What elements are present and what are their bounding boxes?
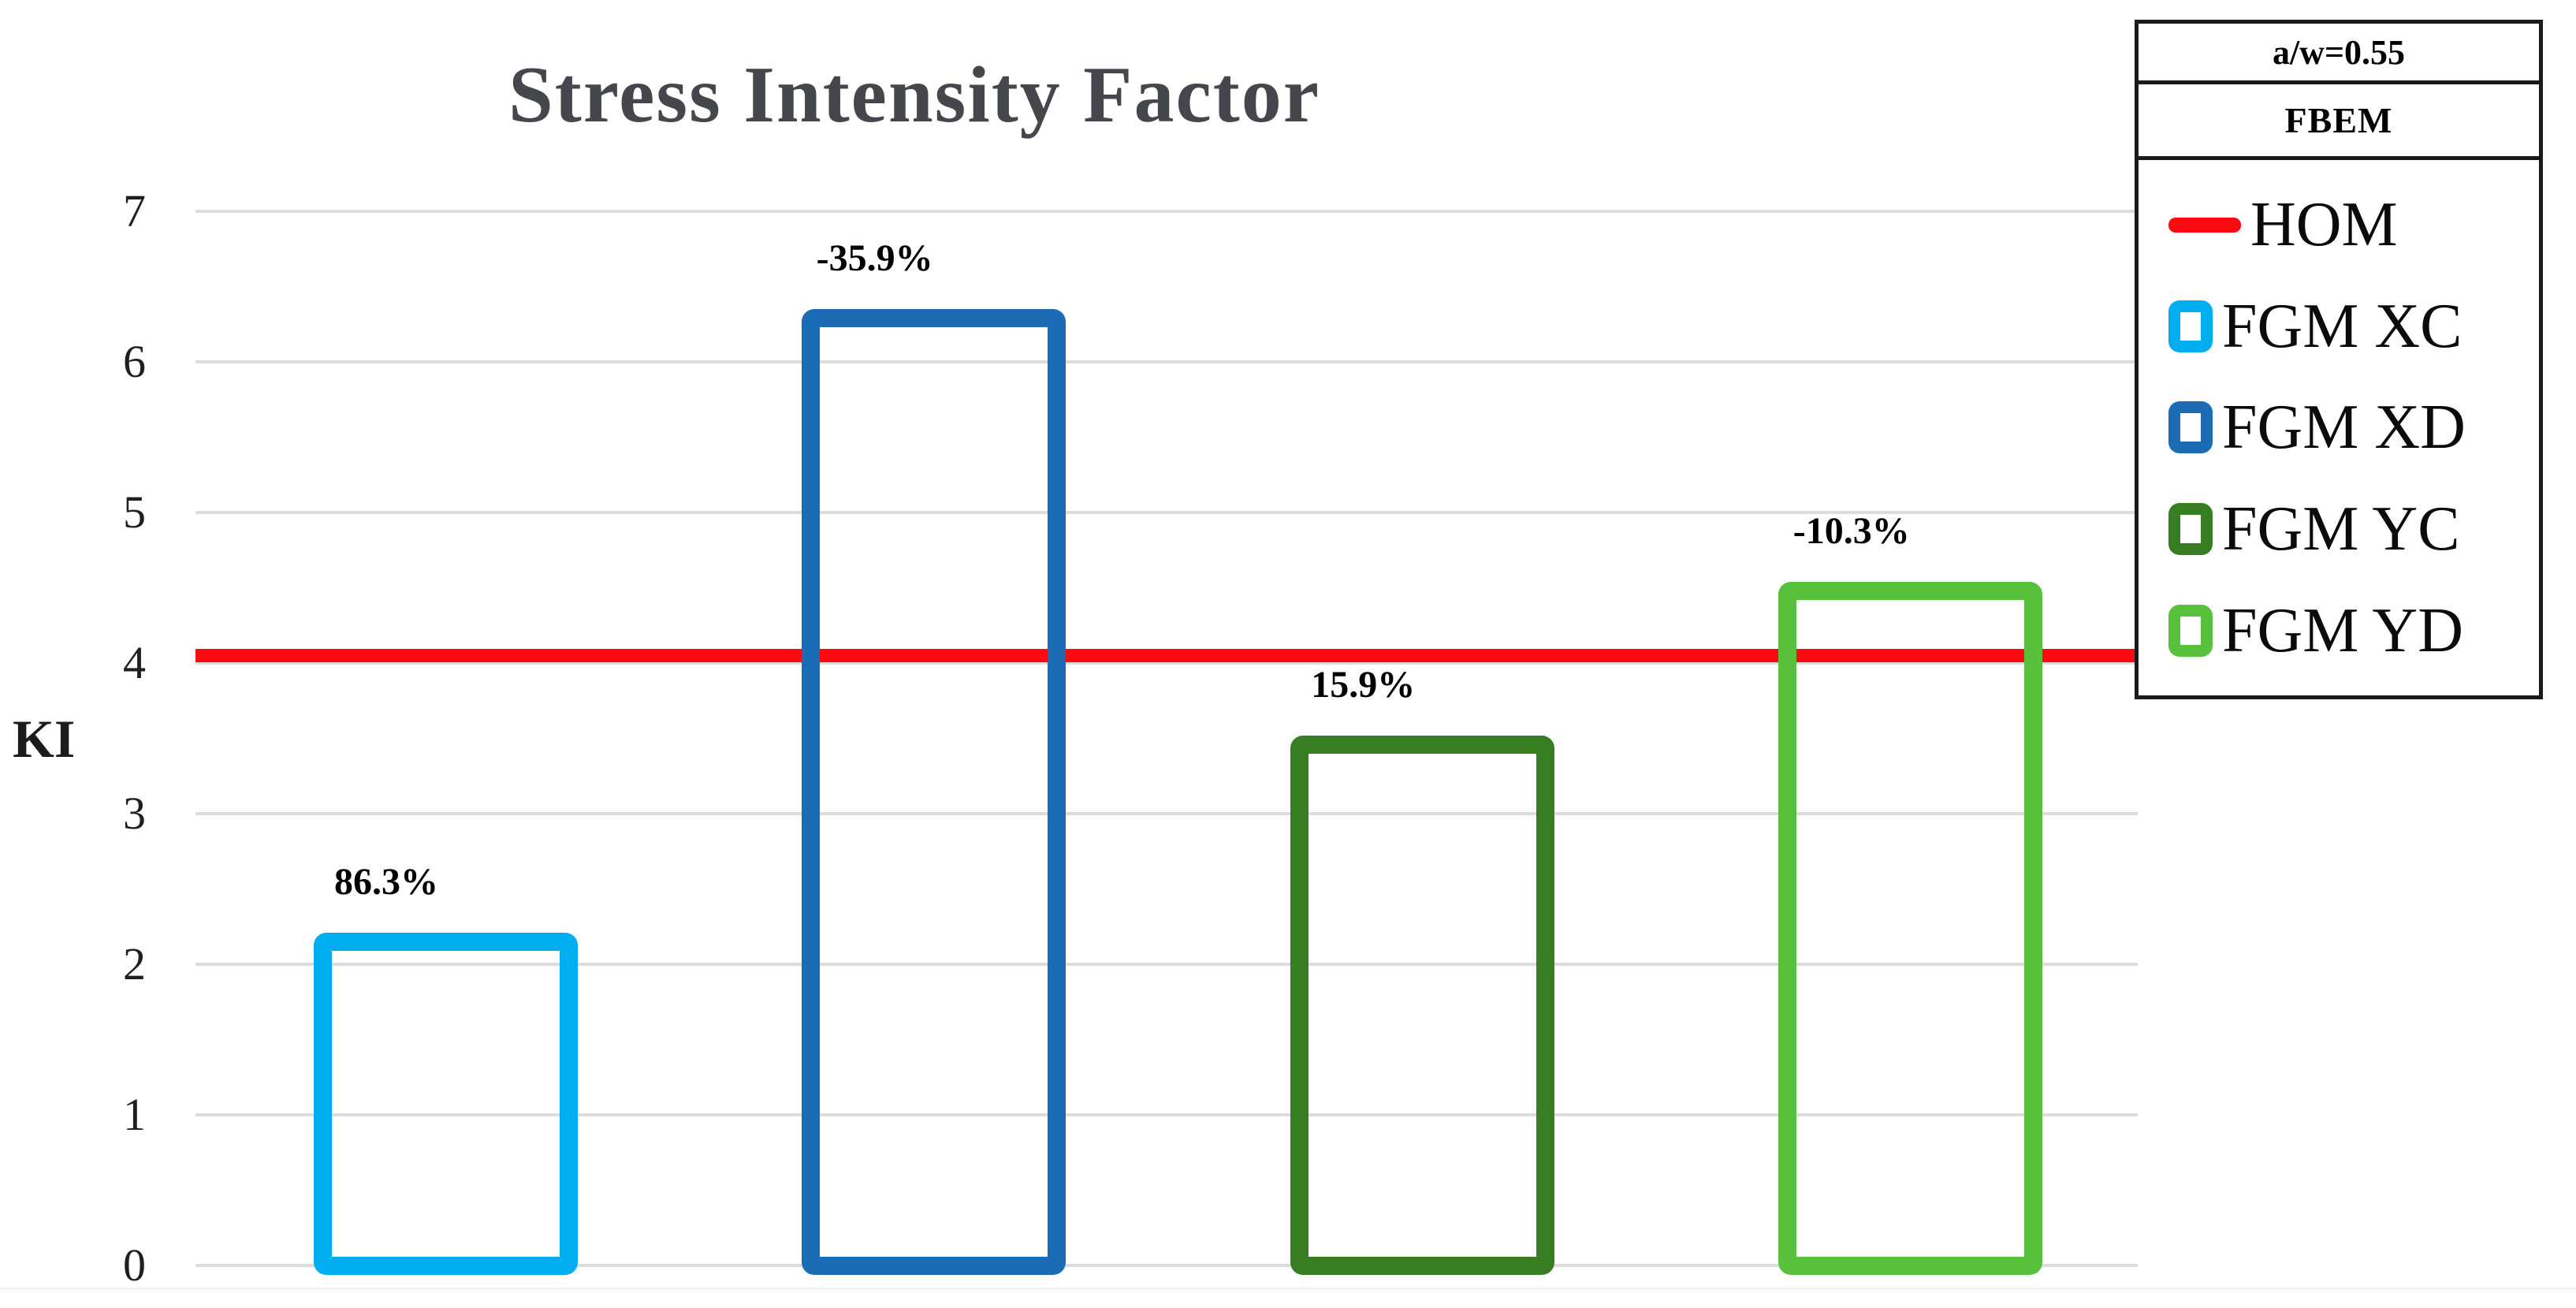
- gridline-7: [195, 210, 2138, 213]
- legend-entry-label: FGM YC: [2222, 494, 2460, 565]
- fgm-xd-square-marker-icon: [2168, 401, 2213, 454]
- legend-entry-label: FGM XD: [2222, 393, 2466, 463]
- legend-header-aw: a/w=0.55: [2139, 24, 2539, 84]
- bar-fgm-yd: [1778, 581, 2043, 1275]
- y-tick-label-5: 5: [123, 486, 146, 538]
- legend-entry-label: FGM XC: [2222, 291, 2462, 361]
- y-tick-label-7: 7: [123, 185, 146, 237]
- gridline-4: [195, 661, 2138, 665]
- gridline-6: [195, 360, 2138, 363]
- bar-fgm-yd-value-label: -10.3%: [1792, 509, 1910, 552]
- y-tick-label-4: 4: [123, 637, 146, 688]
- legend-header-method: FBEM: [2139, 84, 2539, 160]
- y-axis-label: KI: [13, 709, 76, 769]
- fgm-yd-square-marker-icon: [2168, 604, 2213, 657]
- legend-entry-label: FGM YD: [2222, 595, 2463, 665]
- gridline-1: [195, 1113, 2138, 1116]
- bar-fgm-xc-value-label: 86.3%: [334, 860, 438, 903]
- gridline-5: [195, 511, 2138, 514]
- legend-entry-fgm-yc: FGM YC: [2168, 497, 2531, 561]
- legend-entries: HOM FGM XC FGM XD FGM YC FGM YD: [2139, 160, 2539, 695]
- axis-subline: [0, 1288, 2576, 1290]
- bar-fgm-xc: [313, 932, 578, 1275]
- y-tick-label-0: 0: [123, 1239, 146, 1291]
- bar-fgm-yc-value-label: 15.9%: [1311, 663, 1416, 706]
- y-tick-label-2: 2: [123, 938, 146, 989]
- legend-entry-fgm-xd: FGM XD: [2168, 396, 2531, 459]
- gridline-0: [195, 1264, 2138, 1267]
- y-tick-label-3: 3: [123, 788, 146, 839]
- legend-entry-fgm-yd: FGM YD: [2168, 599, 2531, 662]
- bar-fgm-xd-value-label: -35.9%: [816, 237, 933, 280]
- y-tick-label-1: 1: [123, 1089, 146, 1140]
- legend-entry-fgm-xc: FGM XC: [2168, 295, 2531, 358]
- legend-entry-hom: HOM: [2168, 193, 2531, 256]
- chart-title: Stress Intensity Factor: [508, 50, 1320, 140]
- legend-entry-label: HOM: [2250, 190, 2398, 260]
- gridline-2: [195, 963, 2138, 966]
- y-tick-label-6: 6: [123, 336, 146, 387]
- bar-fgm-xd: [802, 309, 1067, 1275]
- fgm-yc-square-marker-icon: [2168, 503, 2213, 556]
- bar-fgm-yc: [1290, 735, 1554, 1275]
- gridline-3: [195, 812, 2138, 815]
- hom-line-marker-icon: [2168, 217, 2241, 233]
- hom-reference-line: [195, 649, 2138, 663]
- fgm-xc-square-marker-icon: [2168, 300, 2213, 352]
- legend-box: a/w=0.55 FBEM HOM FGM XC FGM XD FGM YC F…: [2135, 20, 2543, 699]
